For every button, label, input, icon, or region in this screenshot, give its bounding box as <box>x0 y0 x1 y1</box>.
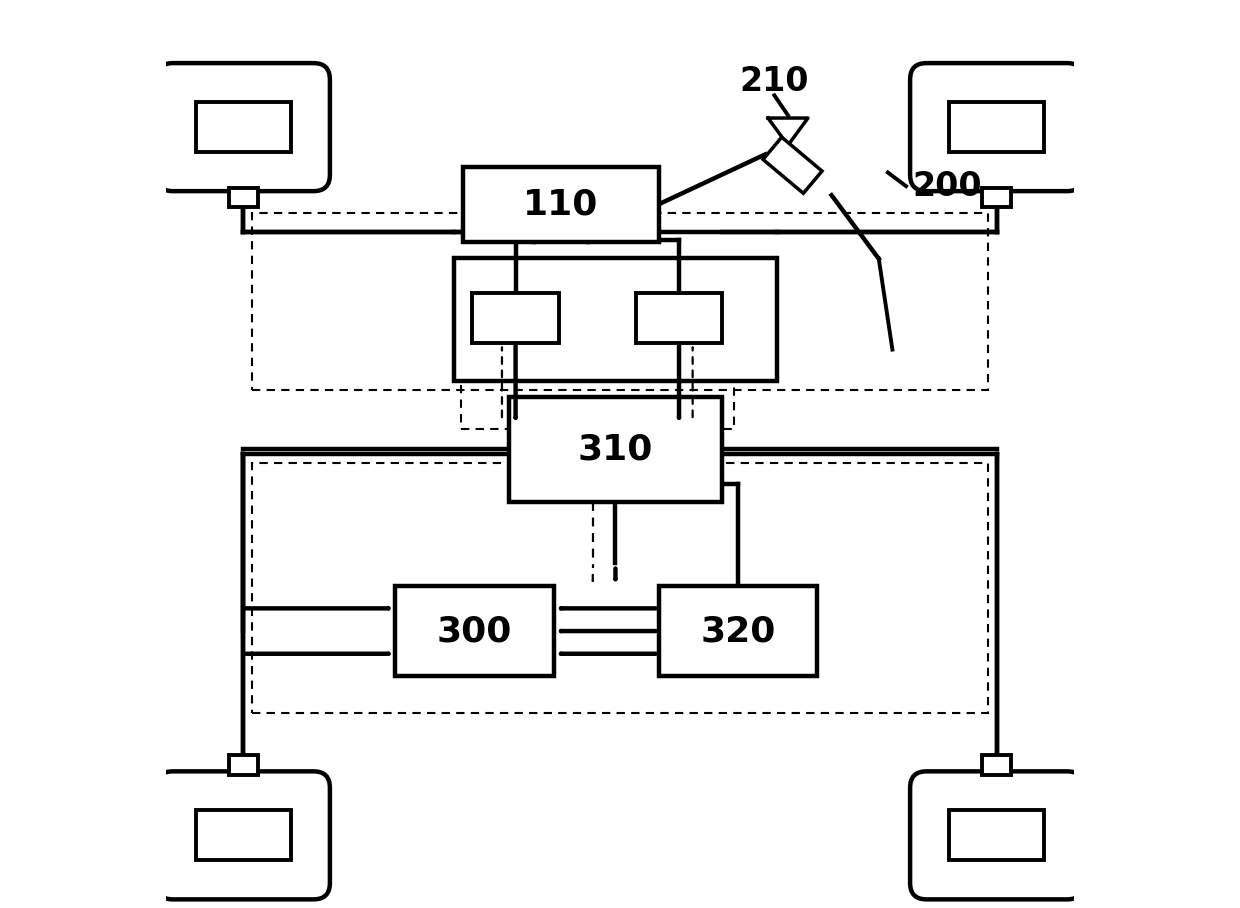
FancyBboxPatch shape <box>910 63 1084 191</box>
Bar <box>252 213 988 390</box>
FancyBboxPatch shape <box>156 771 330 899</box>
Bar <box>396 586 554 676</box>
Bar <box>636 292 722 342</box>
Text: 300: 300 <box>436 614 512 648</box>
Bar <box>949 102 1044 152</box>
Bar <box>472 292 559 342</box>
Bar <box>228 188 258 208</box>
Bar <box>196 102 291 152</box>
Text: 200: 200 <box>913 170 982 202</box>
Bar <box>461 380 734 429</box>
FancyBboxPatch shape <box>156 63 330 191</box>
Text: 320: 320 <box>701 614 776 648</box>
Bar <box>252 463 988 713</box>
Bar <box>949 810 1044 861</box>
Bar <box>982 188 1012 208</box>
Bar <box>658 586 817 676</box>
Text: 210: 210 <box>739 65 810 98</box>
Bar <box>454 258 776 380</box>
Text: 310: 310 <box>578 432 653 467</box>
Bar <box>464 167 658 242</box>
FancyBboxPatch shape <box>910 771 1084 899</box>
Bar <box>508 398 722 501</box>
Bar <box>982 755 1012 775</box>
Bar <box>196 810 291 861</box>
Text: 110: 110 <box>523 187 599 222</box>
Polygon shape <box>763 137 822 193</box>
Bar <box>228 755 258 775</box>
